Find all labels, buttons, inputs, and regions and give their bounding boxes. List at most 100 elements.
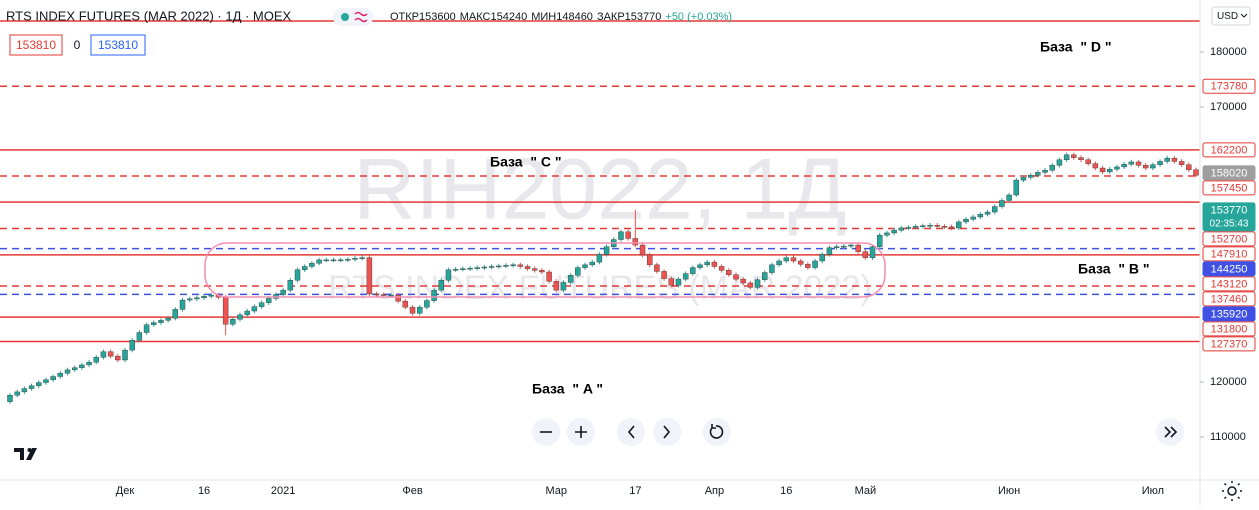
candle-body [7,394,13,402]
candle-body [1049,165,1055,171]
candle-body [352,258,358,260]
candle-body [1150,164,1156,169]
candle-body [1128,161,1135,165]
candle-body [151,322,157,325]
settings-button[interactable] [1222,481,1242,501]
price-tag-label: 131800 [1211,323,1248,335]
ohlc-label: ОТКР [390,11,419,23]
candle-body [783,257,790,262]
x-tick-label: Июн [998,485,1020,497]
candle-body [647,254,653,266]
candle-body [337,259,344,262]
candle-body [1171,157,1178,162]
candle-body [1164,157,1170,162]
candle-body [754,279,761,288]
candle-body [1063,154,1070,160]
price-tag-label: 144250 [1211,263,1248,275]
sell-price: 153810 [16,38,56,52]
candle-body [388,294,394,297]
candle-body [1178,161,1185,165]
currency-select[interactable] [1211,6,1251,26]
candle-body [266,298,272,303]
candle-body [812,260,818,268]
candle-body [258,302,265,307]
candle-body [208,294,214,297]
candle-body [416,306,423,314]
candle-body [877,234,883,247]
candle-body [222,297,229,325]
scroll-right-button[interactable] [653,418,681,446]
candle-body [711,261,718,267]
ohlc-label: ЗАКР [597,11,625,23]
watermark-group: RIH2022, 1Д RTS INDEX FUTURES (MAR 2022) [328,142,871,307]
change: +50 (+0.03%) [665,11,732,23]
candle-body [977,214,984,218]
status-dot [341,13,349,21]
candle-body [1121,163,1127,168]
price-tag-label: 158020 [1211,167,1248,179]
x-tick-label: 17 [629,485,641,497]
candle-body [71,367,78,371]
candle-body [805,264,811,268]
candle-body [704,261,710,266]
annotation: База " B " [1078,261,1150,277]
candle-body [970,216,976,220]
candle-body [373,293,380,296]
candle-body [668,278,675,286]
candle-body [956,221,962,229]
candle-body [560,282,567,291]
annotation: База " C " [490,154,562,170]
price-tag [1202,231,1256,247]
candle-body [762,272,768,280]
ohlc-value: 153770 [625,11,662,23]
tv-logo[interactable] [10,440,42,472]
reset-button[interactable] [703,418,731,446]
candle-body [790,257,797,262]
candle-body [603,246,610,255]
candle-body [963,218,969,223]
gear-hub [1227,486,1237,496]
candle-body [984,211,991,215]
candle-body [287,280,294,291]
candle-body [237,314,243,320]
candle-body [402,300,409,308]
x-tick-label: 16 [198,485,210,497]
candle-body [546,271,552,282]
logo-bg [10,440,42,472]
candle-body [93,357,99,363]
price-tag-label: 143120 [1211,278,1248,290]
candle-body [107,351,114,357]
y-tick-label: 170000 [1210,101,1247,113]
y-tick-label: 110000 [1210,431,1246,443]
candle-body [445,269,452,281]
candle-body [862,251,869,258]
candle-body [1078,157,1084,160]
x-tick-label: Апр [705,485,724,497]
dropdown-arrow [1240,13,1248,18]
ohlc-label: МАКС [460,11,491,23]
candle-body [1020,177,1027,181]
candle-body [1135,161,1142,166]
price-tag [1202,78,1256,94]
spread: 0 [74,38,81,52]
candle-body [1092,163,1099,169]
ohlc-legend: ОТКР 153600 МАКС 154240 МИН 148460 ЗАКР 153770 +… [390,11,732,23]
candle-body [531,268,538,271]
candle-body [381,294,387,296]
candle-body [927,225,933,227]
candle-body [424,300,430,308]
price-tag [1202,180,1256,196]
price-tag-label: 162200 [1211,144,1248,156]
candle-body [1099,167,1106,173]
sell-box[interactable] [9,34,63,56]
candle-body [481,266,488,269]
y-tick-label: 120000 [1210,376,1247,388]
zoom-controls [532,418,1184,446]
candle-body [682,273,689,280]
scroll-left-button[interactable] [617,418,645,446]
candle-body [186,298,193,301]
status-pill[interactable] [333,8,373,26]
candle-body [158,320,164,323]
buy-box[interactable] [90,34,146,56]
price-tag [1202,261,1256,277]
